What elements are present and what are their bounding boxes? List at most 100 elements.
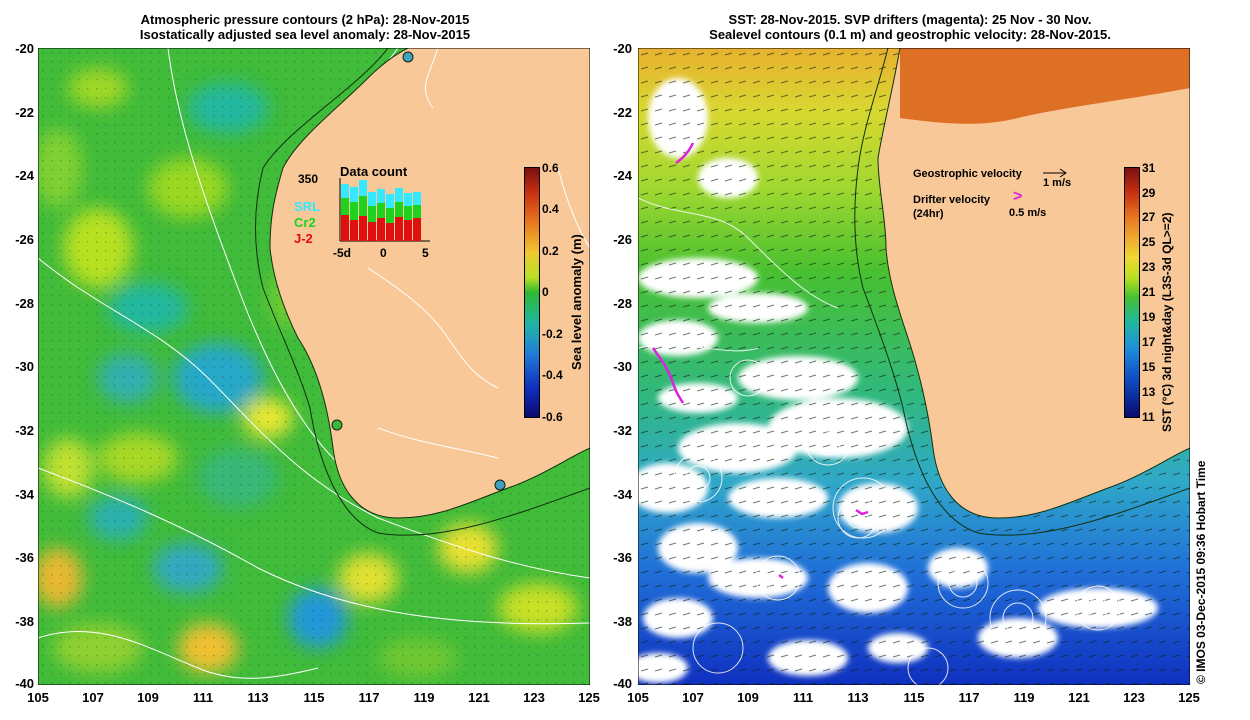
- right-lon-tick: 119: [1013, 690, 1035, 705]
- left-map-title: Atmospheric pressure contours (2 hPa): 2…: [120, 12, 490, 42]
- tide-gauge-marker: [494, 479, 506, 491]
- coastline: [877, 48, 1190, 519]
- left-lat-tick: -40: [15, 676, 34, 691]
- right-lon-tick: 121: [1068, 690, 1090, 705]
- left-lat-tick: -20: [15, 41, 34, 56]
- geostrophic-scale: 1 m/s: [1043, 177, 1072, 189]
- right-lon-tick: 115: [903, 690, 925, 705]
- sla-cb-tick: 0.2: [542, 244, 559, 258]
- sla-colorbar-label: Sea level anomaly (m): [569, 234, 584, 370]
- right-lat-tick: -22: [613, 105, 632, 120]
- right-lat-tick: -30: [613, 359, 632, 374]
- left-lon-tick: 123: [523, 690, 545, 705]
- left-lat-tick: -22: [15, 105, 34, 120]
- left-lon-tick: 111: [192, 690, 214, 705]
- shelf-contour: [255, 48, 590, 536]
- shelf-contour: [854, 48, 1190, 536]
- right-map: [638, 48, 1190, 685]
- inset-ymax-label: 350: [298, 172, 319, 186]
- sst-cb-tick: 15: [1142, 360, 1156, 374]
- inset-xtick: -5d: [333, 246, 351, 260]
- drifter-legend-label-2: (24hr): [913, 208, 944, 220]
- sla-cb-tick: 0.4: [542, 202, 559, 216]
- left-lon-tick: 121: [468, 690, 490, 705]
- sst-cb-tick: 23: [1142, 260, 1156, 274]
- inset-bar: [341, 180, 421, 241]
- sla-cb-tick: 0.6: [542, 161, 559, 175]
- right-lon-tick: 105: [627, 690, 649, 705]
- left-lon-tick: 125: [578, 690, 600, 705]
- left-lon-tick: 113: [247, 690, 269, 705]
- geostrophic-arrow-icon: [1043, 168, 1067, 178]
- right-lon-tick: 123: [1123, 690, 1145, 705]
- sst-cb-tick: 21: [1142, 285, 1156, 299]
- right-lat-tick: -40: [613, 676, 632, 691]
- drifter-arrow-icon: >: [1013, 188, 1023, 205]
- left-lon-tick: 105: [27, 690, 49, 705]
- sst-cb-tick: 29: [1142, 186, 1156, 200]
- coastline: [269, 48, 590, 519]
- drifter-tracks: [651, 142, 869, 579]
- sst-cb-tick: 17: [1142, 335, 1156, 349]
- sst-colorbar-label: SST (°C) 3d night&day (L3S-3d QL>=2): [1160, 212, 1174, 433]
- right-lat-tick: -20: [613, 41, 632, 56]
- left-title-line2: Isostatically adjusted sea level anomaly…: [139, 27, 471, 42]
- pressure-contours: [38, 48, 590, 679]
- left-lat-tick: -36: [15, 550, 34, 565]
- left-lon-tick: 107: [82, 690, 104, 705]
- tide-gauge-marker: [402, 51, 414, 63]
- inset-xtick: 5: [422, 246, 429, 260]
- sla-colorbar: [524, 167, 540, 418]
- left-lat-tick: -28: [15, 296, 34, 311]
- inset-data-count-chart: [339, 178, 430, 242]
- right-title-line1: SST: 28-Nov-2015. SVP drifters (magenta)…: [728, 12, 1092, 27]
- sst-colorbar: [1124, 167, 1140, 418]
- sst-cb-tick: 25: [1142, 235, 1156, 249]
- right-lon-tick: 117: [958, 690, 980, 705]
- left-lat-tick: -26: [15, 232, 34, 247]
- left-lon-tick: 119: [413, 690, 435, 705]
- imos-credit: © IMOS 03-Dec-2015 09:36 Hobart Time: [1194, 460, 1208, 684]
- left-title-line1: Atmospheric pressure contours (2 hPa): 2…: [140, 12, 470, 27]
- land-australia: [878, 48, 1190, 518]
- right-lat-tick: -26: [613, 232, 632, 247]
- right-lat-tick: -36: [613, 550, 632, 565]
- land-australia: [270, 48, 590, 518]
- drifter-legend-label: Drifter velocity: [913, 194, 991, 206]
- drifter-scale: 0.5 m/s: [1009, 207, 1047, 219]
- left-lon-tick: 115: [303, 690, 325, 705]
- inset-xtick: 0: [380, 246, 387, 260]
- right-lat-tick: -38: [613, 614, 632, 629]
- left-lat-tick: -32: [15, 423, 34, 438]
- inset-title: Data count: [340, 164, 408, 179]
- right-lon-tick: 125: [1178, 690, 1200, 705]
- sst-cb-tick: 27: [1142, 210, 1156, 224]
- left-lat-tick: -34: [15, 487, 34, 502]
- inset-legend-j2: J-2: [294, 231, 313, 246]
- right-map-title: SST: 28-Nov-2015. SVP drifters (magenta)…: [660, 12, 1160, 42]
- right-lon-tick: 111: [792, 690, 814, 705]
- sla-cb-tick: -0.4: [542, 368, 563, 382]
- land-pressure-contours: [367, 48, 590, 459]
- left-lat-tick: -38: [15, 614, 34, 629]
- sst-cb-tick: 19: [1142, 310, 1156, 324]
- sla-cb-tick: -0.2: [542, 327, 563, 341]
- right-lon-tick: 107: [682, 690, 704, 705]
- tide-gauge-marker: [331, 419, 343, 431]
- inset-legend-cr2: Cr2: [294, 215, 316, 230]
- sst-cb-tick: 11: [1142, 410, 1155, 424]
- right-lat-tick: -32: [613, 423, 632, 438]
- sst-cb-tick: 13: [1142, 385, 1156, 399]
- geostrophic-legend-label: Geostrophic velocity: [913, 168, 1022, 180]
- right-lon-tick: 113: [847, 690, 869, 705]
- land-warm-sst-north: [900, 48, 1190, 124]
- left-lat-tick: -30: [15, 359, 34, 374]
- sla-cb-tick: 0: [542, 285, 549, 299]
- right-lat-tick: -24: [613, 168, 632, 183]
- right-lat-tick: -34: [613, 487, 632, 502]
- left-map: [38, 48, 590, 685]
- left-lon-tick: 109: [137, 690, 159, 705]
- sla-cb-tick: -0.6: [542, 410, 563, 424]
- sealevel-contours: [638, 197, 1121, 685]
- right-lat-tick: -28: [613, 296, 632, 311]
